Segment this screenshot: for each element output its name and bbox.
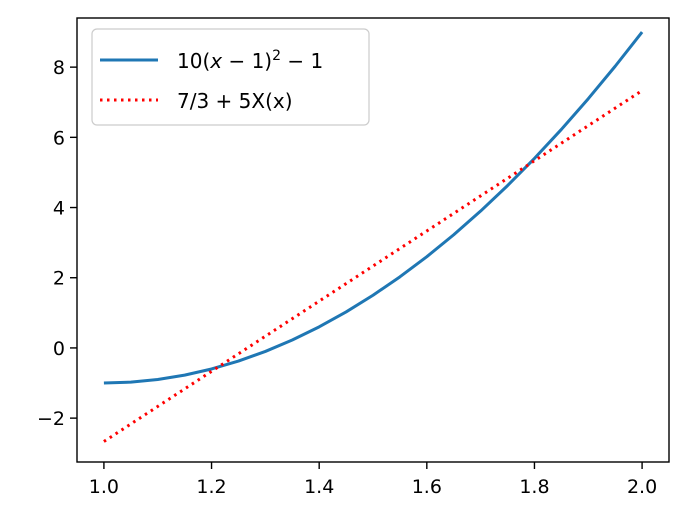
legend-label-series-2: 7/3 + 5X(x) (177, 89, 293, 113)
legend-label-series-1-part-a: 10( (177, 49, 210, 73)
x-tick-label: 1.8 (519, 476, 549, 498)
y-axis: −2 0 2 4 6 8 (37, 57, 77, 430)
x-tick-label: 1.0 (89, 476, 119, 498)
x-tick-label: 1.6 (412, 476, 442, 498)
series-line-1 (103, 31, 644, 385)
y-tick-label: 0 (53, 338, 65, 360)
x-tick-label: 1.2 (196, 476, 226, 498)
legend-label-series-1-part-c: − 1 (281, 49, 323, 73)
series-line-2 (103, 89, 643, 443)
y-tick-label: 8 (53, 57, 65, 79)
y-tick-label: −2 (37, 408, 65, 430)
y-tick-label: 2 (53, 268, 65, 290)
x-axis: 1.0 1.2 1.4 1.6 1.8 2.0 (89, 462, 657, 498)
x-tick-label: 1.4 (304, 476, 334, 498)
legend-label-series-1-exp: 2 (272, 48, 281, 64)
x-tick-label: 2.0 (627, 476, 657, 498)
series-layer (103, 31, 644, 443)
legend-label-series-1: 10(x − 1)2 − 1 (177, 48, 323, 73)
y-tick-label: 6 (53, 127, 65, 149)
legend-label-series-1-part-b: − 1) (222, 49, 272, 73)
plot-area (103, 31, 644, 443)
axes-frame (76, 17, 670, 463)
legend-label-series-1-var: x (209, 49, 222, 73)
legend-box (91, 28, 370, 126)
y-tick-label: 4 (53, 198, 65, 220)
legend: 10(x − 1)2 − 1 7/3 + 5X(x) (91, 28, 370, 126)
